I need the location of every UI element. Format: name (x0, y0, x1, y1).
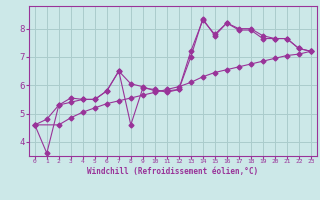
X-axis label: Windchill (Refroidissement éolien,°C): Windchill (Refroidissement éolien,°C) (87, 167, 258, 176)
